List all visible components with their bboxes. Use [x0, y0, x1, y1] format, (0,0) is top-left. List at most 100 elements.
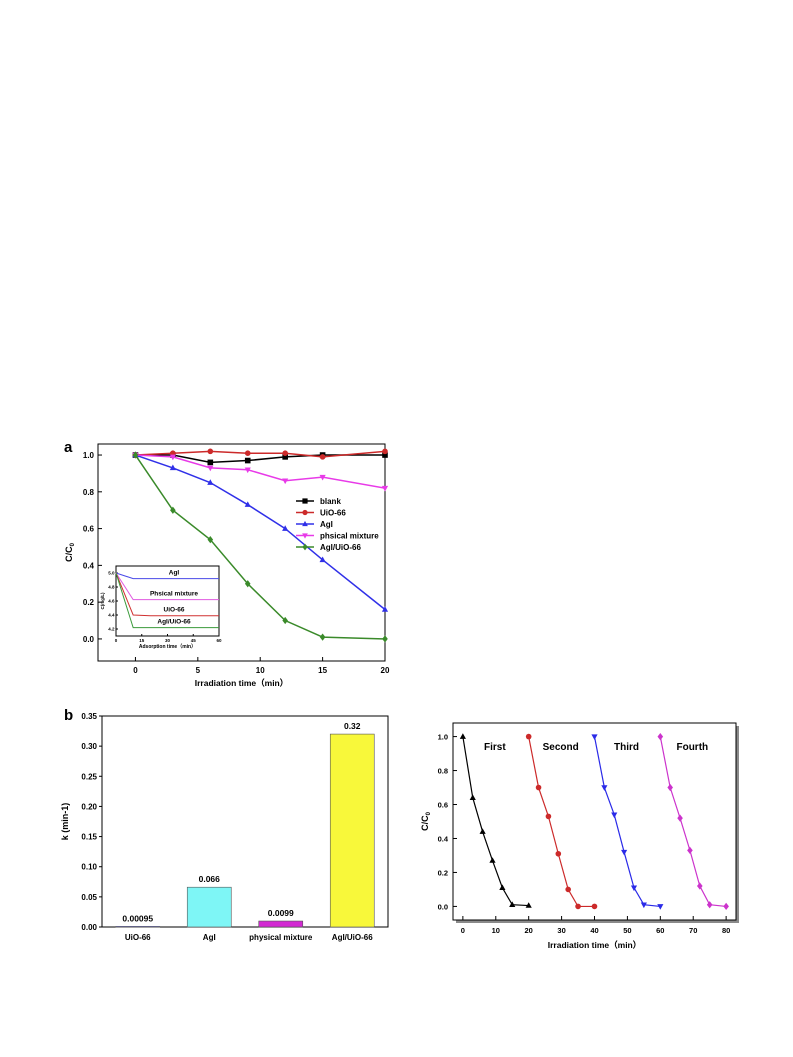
inset-y-tick-label: 4.8 — [108, 585, 115, 590]
x-tick-label: 15 — [318, 666, 327, 675]
x-tick-label: 5 — [196, 666, 201, 675]
series-label: First — [484, 742, 506, 753]
bar-UiO-66 — [115, 926, 161, 928]
y-tick-label: 1.0 — [83, 451, 95, 460]
data-point — [555, 850, 562, 857]
data-point — [282, 454, 288, 460]
data-point — [621, 849, 628, 856]
legend-label: UiO-66 — [320, 509, 346, 518]
y-tick-label: 0.2 — [83, 598, 95, 607]
x-tick-label: 20 — [381, 666, 390, 675]
y-tick-label: 1.0 — [438, 733, 448, 742]
y-axis-label: C/C0 — [64, 542, 76, 562]
bar-value-label: 0.32 — [344, 721, 361, 731]
x-tick-label: 0 — [461, 926, 465, 935]
data-point — [381, 606, 389, 612]
inset-y-tick-label: 4.6 — [108, 599, 115, 604]
data-point — [282, 616, 288, 625]
bar-AgI — [186, 886, 232, 928]
data-point — [591, 734, 598, 740]
data-point — [244, 450, 251, 456]
data-point — [319, 454, 326, 460]
legend-label: AgI — [320, 520, 333, 529]
data-point — [611, 812, 618, 819]
data-point — [723, 902, 729, 911]
data-point — [509, 901, 516, 907]
data-point — [132, 451, 139, 459]
inset-y-axis-label: C(mg/L) — [100, 592, 105, 609]
data-point — [282, 450, 288, 456]
data-point — [479, 828, 486, 834]
data-point — [525, 733, 532, 740]
y-tick-label: 0.00 — [81, 923, 97, 932]
data-point — [706, 901, 713, 909]
inset-x-tick-label: 45 — [191, 638, 197, 643]
y-tick-label: 0.6 — [83, 525, 95, 534]
data-point — [565, 886, 571, 893]
y-tick-label: 0.05 — [81, 893, 97, 902]
legend-label: AgI/UiO-66 — [320, 543, 361, 552]
inset-x-tick-label: 15 — [139, 638, 145, 643]
y-tick-label: 0.6 — [438, 801, 448, 810]
data-point — [657, 904, 664, 910]
panel-letter-b: b — [64, 707, 73, 724]
data-point — [640, 902, 647, 909]
inset-x-tick-label: 30 — [165, 638, 171, 643]
x-tick-label: 10 — [256, 666, 265, 675]
inset-series-label: AgI — [169, 570, 180, 577]
data-point — [170, 450, 176, 456]
data-point — [601, 785, 608, 791]
data-point — [677, 814, 683, 822]
legend-label: phsical mixture — [320, 532, 379, 541]
inset-series-line-AgI/UiO-66 — [115, 572, 219, 629]
data-point — [207, 479, 214, 485]
series-label: Third — [614, 742, 639, 753]
y-tick-label: 0.0 — [83, 635, 95, 644]
data-point — [489, 857, 496, 863]
bar-physical mixture — [258, 920, 304, 928]
data-point — [382, 635, 388, 643]
data-point — [575, 903, 581, 910]
data-point — [319, 633, 326, 641]
bar-value-label: 0.00095 — [122, 913, 153, 923]
inset-series-label: AgI/UiO-66 — [157, 619, 191, 626]
data-point — [244, 467, 251, 474]
data-point — [459, 733, 466, 739]
data-point — [525, 902, 532, 908]
x-tick-label: 80 — [722, 926, 730, 935]
x-tick-label: 0 — [133, 666, 138, 675]
x-tick-label: 70 — [689, 926, 697, 935]
data-point — [499, 884, 506, 890]
data-point — [207, 465, 214, 472]
y-tick-label: 0.30 — [81, 742, 97, 751]
x-axis-label: Irradiation time（min） — [548, 940, 642, 950]
series-label: Fourth — [676, 742, 708, 753]
data-point — [469, 794, 476, 800]
legend-marker — [302, 509, 308, 516]
inset-x-tick-label: 0 — [115, 638, 118, 643]
data-point — [244, 501, 251, 507]
plot-frame — [97, 443, 386, 662]
x-axis-label: Irradiation time（min） — [195, 678, 289, 688]
x-tick-label: AgI — [203, 933, 216, 942]
data-point — [535, 784, 542, 791]
x-tick-label: AgI/UiO-66 — [332, 933, 373, 942]
y-tick-label: 0.35 — [81, 712, 97, 721]
inset-y-tick-label: 4.2 — [108, 627, 115, 632]
y-tick-label: 0.10 — [81, 863, 97, 872]
inset-series-label: Phsical mixture — [150, 591, 198, 598]
legend-marker — [302, 543, 308, 551]
y-tick-label: 0.8 — [438, 767, 448, 776]
y-axis-label: C/C0 — [420, 811, 432, 831]
data-point — [244, 580, 251, 588]
data-point — [687, 846, 693, 855]
legend-marker — [302, 498, 308, 504]
data-point — [207, 459, 214, 466]
legend-marker — [302, 533, 308, 539]
bar-value-label: 0.0099 — [268, 908, 294, 918]
data-point — [697, 882, 703, 890]
y-axis-label: k (min-1) — [60, 803, 70, 841]
data-point — [382, 452, 388, 458]
inset-y-tick-label: 4.4 — [108, 613, 115, 618]
